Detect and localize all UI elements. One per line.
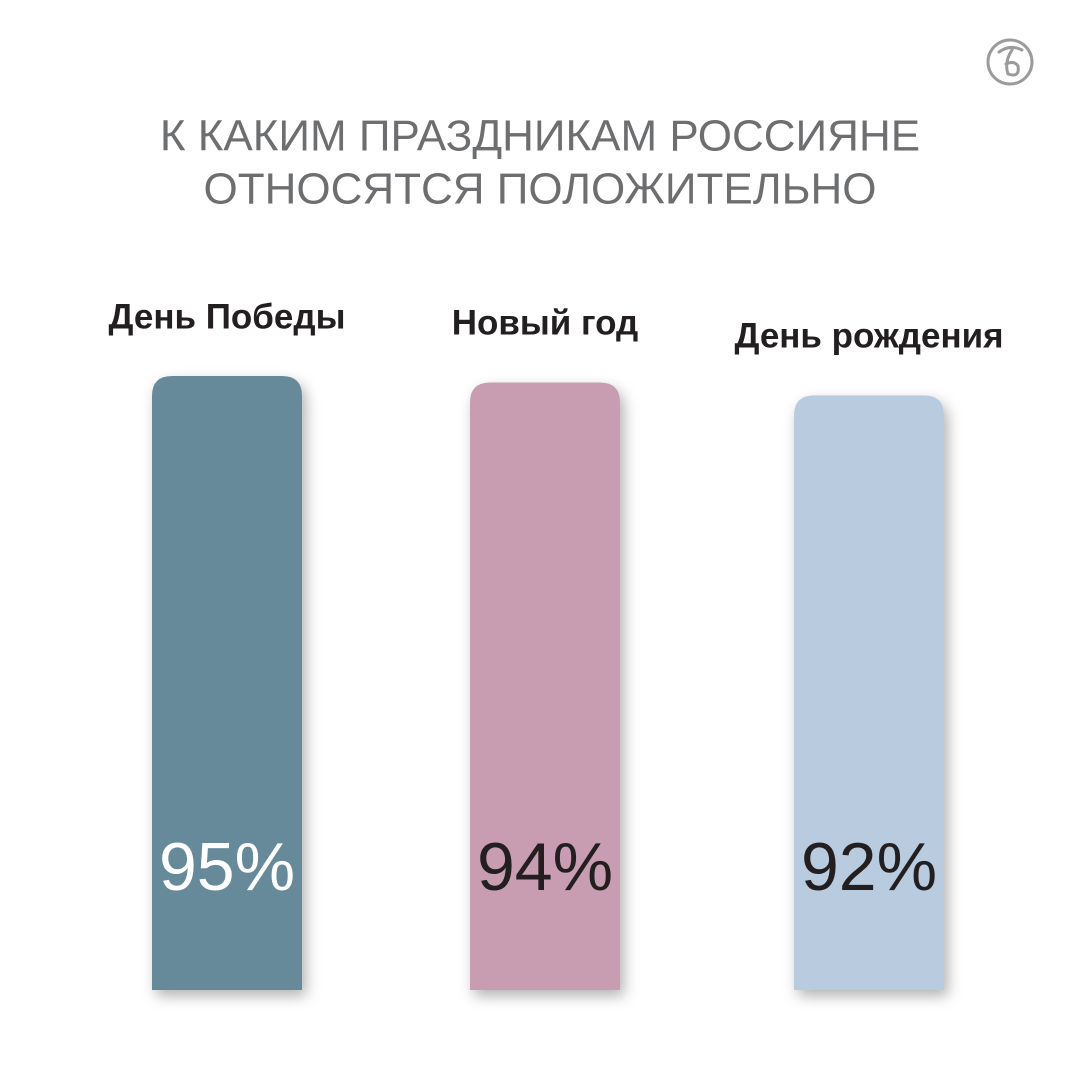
chart-title: К КАКИМ ПРАЗДНИКАМ РОССИЯНЕ	[160, 112, 920, 161]
value-label: 95%	[159, 829, 295, 905]
category-label: День Победы	[109, 297, 346, 336]
bar	[152, 376, 302, 990]
bar	[794, 395, 944, 990]
value-label: 92%	[801, 829, 937, 905]
chart-title: ОТНОСЯТСЯ ПОЛОЖИТЕЛЬНО	[203, 165, 876, 214]
category-label: День рождения	[734, 317, 1003, 356]
value-label: 94%	[477, 829, 613, 905]
bar	[470, 382, 620, 991]
logo	[986, 38, 1034, 86]
category-label: Новый год	[452, 304, 639, 343]
